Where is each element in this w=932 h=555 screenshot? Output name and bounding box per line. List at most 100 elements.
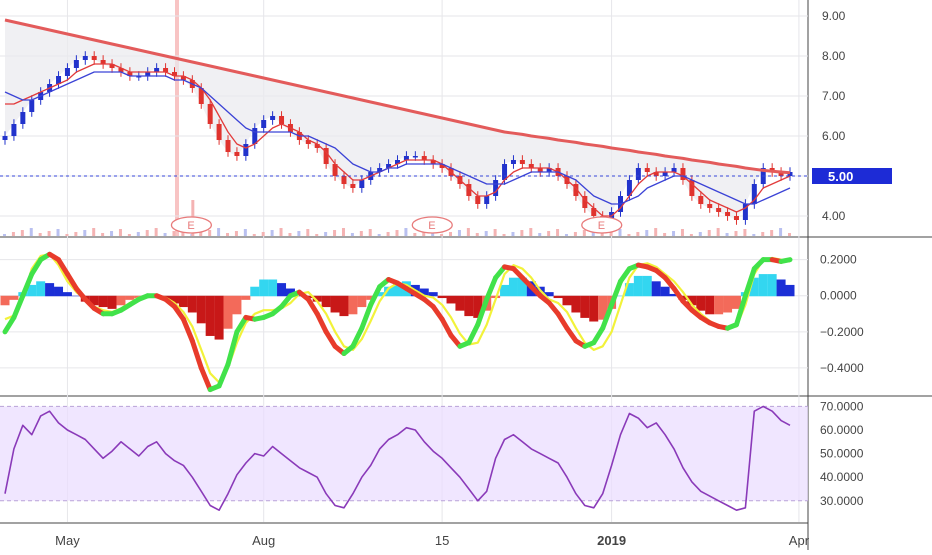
candle-body bbox=[323, 148, 329, 164]
oscillator-bar bbox=[749, 277, 759, 297]
volume-bar bbox=[627, 234, 631, 236]
earnings-marker-label: E bbox=[428, 220, 435, 232]
volume-bar bbox=[636, 232, 640, 236]
volume-bar bbox=[788, 233, 791, 236]
earnings-marker[interactable] bbox=[581, 216, 623, 234]
volume-bar bbox=[707, 230, 711, 236]
volume-bar bbox=[315, 234, 319, 236]
candle-body bbox=[573, 184, 579, 196]
candle-body bbox=[171, 72, 177, 76]
ma-fast-line bbox=[5, 63, 791, 217]
volume-bar bbox=[92, 228, 96, 236]
signal-line-b-segment bbox=[430, 304, 445, 322]
highlight-band bbox=[175, 0, 179, 236]
candle-body bbox=[466, 184, 472, 196]
signal-line-b-segment bbox=[198, 365, 213, 393]
volume-bar bbox=[725, 233, 729, 236]
oscillator-bar bbox=[169, 295, 179, 304]
oscillator-bar bbox=[62, 292, 72, 297]
candle-body bbox=[395, 160, 400, 164]
volume-bar bbox=[609, 231, 613, 236]
candle-body bbox=[591, 208, 597, 216]
volume-bar bbox=[261, 232, 265, 236]
last-price-badge bbox=[812, 168, 892, 184]
volume-bar bbox=[663, 233, 667, 236]
candle-body bbox=[671, 168, 677, 172]
candle-body bbox=[421, 156, 427, 160]
oscillator-bar bbox=[366, 295, 376, 300]
volume-bar bbox=[752, 234, 756, 236]
ma-slow-line bbox=[4, 71, 791, 205]
oscillator-bar bbox=[393, 283, 402, 297]
oscillator-panel bbox=[0, 251, 795, 393]
signal-line-b-segment bbox=[305, 296, 320, 317]
volume-bar bbox=[672, 231, 676, 236]
rsi-tick-label: 50.0000 bbox=[820, 447, 864, 461]
volume-bar bbox=[449, 232, 453, 236]
earnings-marker[interactable] bbox=[170, 216, 213, 234]
oscillator-bar bbox=[571, 295, 581, 313]
oscillator-bar bbox=[9, 295, 19, 300]
volume-bar bbox=[306, 229, 310, 236]
signal-line-a bbox=[4, 253, 791, 384]
signal-line-b-segment bbox=[555, 311, 570, 331]
volume-bar bbox=[743, 229, 747, 236]
volume-bar bbox=[118, 229, 122, 236]
oscillator-bar bbox=[785, 284, 795, 297]
signal-line-b-segment bbox=[564, 325, 579, 344]
oscillator-bar bbox=[277, 283, 287, 297]
candle-body bbox=[412, 156, 418, 158]
candle-body bbox=[100, 60, 106, 64]
oscillator-bar bbox=[624, 283, 634, 297]
volume-bar bbox=[110, 231, 114, 236]
volume-bar bbox=[333, 230, 337, 236]
oscillator-bar bbox=[598, 295, 608, 320]
signal-line-b-segment bbox=[475, 296, 490, 328]
oscillator-bar bbox=[419, 288, 429, 297]
candle-body bbox=[707, 204, 713, 208]
signal-line-b-segment bbox=[64, 271, 79, 292]
time-tick-label: May bbox=[55, 533, 80, 548]
volume-bar bbox=[3, 234, 6, 236]
oscillator-bar bbox=[651, 281, 661, 297]
volume-bar bbox=[600, 233, 604, 236]
earnings-marker[interactable] bbox=[411, 216, 453, 234]
oscillator-bar bbox=[357, 295, 367, 308]
volume-bar bbox=[29, 228, 33, 236]
volume-bar bbox=[484, 231, 488, 236]
candle-body bbox=[635, 168, 641, 180]
volume-bar bbox=[547, 231, 551, 236]
volume-bar bbox=[511, 232, 515, 236]
candle-body bbox=[180, 76, 186, 80]
candle-body bbox=[73, 60, 79, 68]
candle-body bbox=[546, 168, 552, 172]
candle-body bbox=[118, 68, 124, 72]
oscillator-bar bbox=[464, 295, 474, 317]
oscillator-bar bbox=[696, 295, 706, 311]
oscillator-bar bbox=[660, 286, 670, 297]
candle-body bbox=[733, 216, 739, 220]
volume-bar bbox=[324, 232, 328, 236]
oscillator-bar bbox=[125, 295, 135, 300]
volume-bar bbox=[154, 228, 158, 236]
oscillator-bar bbox=[339, 295, 349, 317]
signal-line-b-segment bbox=[11, 293, 26, 320]
time-axis[interactable]: May Aug 15 2019 Apr bbox=[0, 522, 810, 548]
candle-body bbox=[787, 172, 793, 176]
candle-body bbox=[216, 124, 222, 140]
signal-line-b-segment bbox=[618, 266, 632, 284]
rsi-tick-label: 40.0000 bbox=[820, 470, 864, 484]
price-tick-label: 6.00 bbox=[822, 129, 846, 143]
candle-body bbox=[386, 164, 392, 168]
volume-bar bbox=[457, 230, 461, 236]
volume-bar bbox=[422, 231, 426, 236]
volume-bar bbox=[654, 228, 658, 236]
candle-body bbox=[751, 184, 757, 204]
oscillator-bar bbox=[687, 295, 697, 306]
candle-body bbox=[29, 100, 35, 112]
candle-body bbox=[502, 164, 508, 180]
candle-body bbox=[582, 196, 588, 208]
oscillator-bar bbox=[178, 295, 188, 308]
volume-bar bbox=[386, 232, 390, 236]
signal-line-b-segment bbox=[20, 271, 35, 299]
